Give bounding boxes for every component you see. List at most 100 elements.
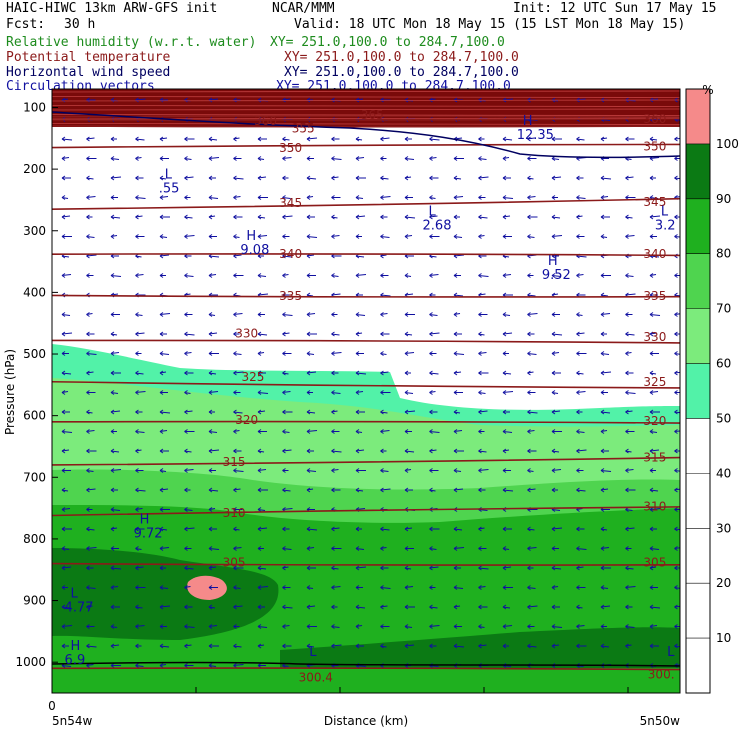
wind-vector-head bbox=[306, 526, 311, 532]
wind-vector bbox=[159, 236, 168, 238]
colorbar-tick-label-50: 50 bbox=[716, 411, 731, 425]
wind-vector bbox=[184, 410, 193, 413]
wind-vector bbox=[478, 469, 489, 471]
wind-vector-head bbox=[551, 565, 556, 571]
wind-vector bbox=[282, 606, 293, 609]
wind-vector-head bbox=[208, 273, 213, 278]
wind-vector bbox=[502, 372, 512, 375]
wind-vector bbox=[527, 196, 536, 198]
wind-vector bbox=[355, 508, 366, 510]
wind-vector-head bbox=[453, 409, 458, 415]
wind-vector-head bbox=[380, 565, 384, 571]
wind-vector-head bbox=[257, 331, 262, 337]
wind-vector-head bbox=[404, 195, 409, 200]
wind-vector bbox=[429, 255, 437, 258]
wind-vector bbox=[233, 371, 244, 374]
wind-vector-head bbox=[110, 604, 115, 610]
wind-vector bbox=[110, 275, 122, 277]
wind-vector bbox=[453, 294, 464, 297]
x-axis-title: Distance (km) bbox=[324, 714, 408, 728]
wind-vector bbox=[576, 489, 586, 492]
wind-vector-head bbox=[306, 156, 311, 161]
wind-vector-head bbox=[306, 604, 311, 610]
wind-vector-head bbox=[527, 448, 531, 454]
contour-label-310: 310 bbox=[223, 506, 246, 520]
wind-vector-head bbox=[502, 136, 507, 142]
wind-vector bbox=[331, 352, 342, 354]
theta-dense-line bbox=[52, 90, 680, 93]
wind-vector bbox=[331, 158, 342, 160]
rh-region-90-100-lower bbox=[280, 627, 680, 668]
wind-vector-head bbox=[527, 214, 531, 220]
wind-vector-head bbox=[649, 273, 654, 278]
wind-vector bbox=[502, 489, 514, 492]
theta-contour-330 bbox=[52, 339, 680, 344]
wind-vector-head bbox=[576, 468, 580, 473]
wind-vector-head bbox=[233, 429, 237, 434]
wind-vector-head bbox=[625, 390, 629, 395]
wind-vector bbox=[355, 98, 364, 101]
theta-dense-line bbox=[52, 114, 680, 116]
wind-vector-head bbox=[502, 312, 507, 317]
wind-vector-head bbox=[184, 214, 188, 220]
wind-vector-head bbox=[502, 390, 507, 395]
wind-vector-head bbox=[380, 604, 384, 610]
wind-vector bbox=[233, 411, 243, 414]
wind-vector-head bbox=[404, 487, 409, 493]
wind-vector-head bbox=[61, 429, 66, 434]
wind-vector-head bbox=[208, 312, 213, 317]
y-tick-label-200: 200 bbox=[23, 162, 46, 176]
wind-vector-head bbox=[135, 604, 139, 610]
wind-vector bbox=[649, 157, 660, 159]
wind-vector-head bbox=[282, 448, 286, 454]
wind-vector-head bbox=[404, 156, 409, 161]
wind-vector-head bbox=[86, 234, 90, 239]
field-theta-xy: XY= 251.0,100.0 to 284.7,100.0 bbox=[284, 50, 519, 65]
wind-vector-head bbox=[674, 175, 678, 181]
wind-vector-head bbox=[625, 175, 629, 181]
wind-vector-head bbox=[233, 370, 237, 376]
wind-vector bbox=[257, 586, 269, 588]
wind-vector bbox=[184, 469, 194, 471]
wind-vector-head bbox=[159, 487, 164, 493]
wind-vector bbox=[233, 547, 242, 549]
wind-vector-head bbox=[233, 331, 237, 337]
wind-vector-head bbox=[380, 526, 384, 532]
wind-vector bbox=[649, 255, 660, 258]
wind-vector-head bbox=[429, 409, 433, 415]
wind-vector-head bbox=[355, 448, 360, 454]
wind-vector-head bbox=[257, 604, 262, 610]
wind-vector-head bbox=[135, 487, 139, 493]
wind-vector bbox=[649, 138, 658, 141]
wind-vector-head bbox=[625, 526, 629, 532]
y-tick-label-100: 100 bbox=[23, 100, 46, 114]
wind-vector-head bbox=[86, 351, 90, 356]
wind-vector bbox=[208, 274, 217, 276]
wind-vector-head bbox=[551, 604, 556, 610]
wind-vector bbox=[478, 644, 487, 647]
colorbar-tick-label-20: 20 bbox=[716, 576, 731, 590]
wind-vector-head bbox=[674, 312, 678, 317]
wind-vector bbox=[380, 196, 391, 198]
contour-label-320: 320 bbox=[235, 413, 258, 427]
wind-vector bbox=[184, 450, 192, 453]
field-rh-xy: XY= 251.0,100.0 to 284.7,100.0 bbox=[270, 35, 505, 50]
wind-vector-head bbox=[576, 409, 580, 415]
wind-vector-head bbox=[184, 331, 188, 337]
wind-vector-head bbox=[184, 175, 188, 181]
wind-vector-head bbox=[502, 526, 507, 532]
wind-vector-head bbox=[208, 195, 213, 200]
y-tick-label-600: 600 bbox=[23, 409, 46, 423]
wind-vector bbox=[135, 314, 143, 316]
wind-vector bbox=[61, 314, 71, 316]
contour-label-330: 330 bbox=[235, 327, 258, 341]
wind-vector bbox=[429, 157, 437, 159]
wind-vector bbox=[233, 488, 241, 491]
wind-vector bbox=[674, 353, 680, 355]
wind-vector bbox=[380, 294, 391, 297]
contour-label-305: 305 bbox=[643, 555, 666, 569]
wind-vector bbox=[208, 372, 217, 375]
wind-vector-head bbox=[233, 565, 237, 571]
wind-vector bbox=[135, 372, 144, 375]
field-rh-name: Relative humidity (w.r.t. water) bbox=[6, 35, 257, 50]
